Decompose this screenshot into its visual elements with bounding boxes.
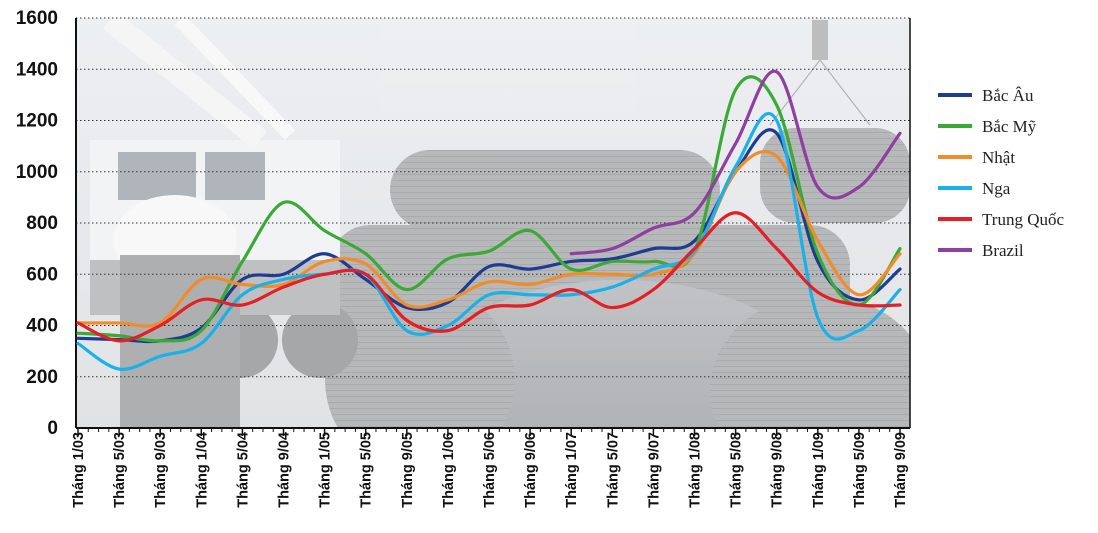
y-tick-label: 600 [26, 264, 58, 285]
y-tick-label: 1200 [16, 111, 58, 132]
x-tick-label: Tháng 1/07 [564, 432, 580, 508]
x-tick-label: Tháng 5/07 [605, 432, 621, 508]
y-tick-label: 400 [26, 316, 58, 337]
legend-label: Nhật [982, 148, 1015, 167]
x-tick-label: Tháng 9/05 [400, 432, 416, 508]
series-line-bac-my [76, 75, 902, 343]
series-line-trung-quoc [76, 211, 902, 343]
x-tick-label: Tháng 1/06 [441, 432, 457, 508]
x-tick-label: Tháng 5/09 [852, 432, 868, 508]
legend-label: Trung Quốc [982, 210, 1064, 229]
y-tick-label: 0 [47, 418, 58, 439]
legend-label: Bắc Âu [982, 86, 1034, 105]
x-tick-label: Tháng 1/04 [194, 432, 210, 508]
x-tick-label: Tháng 5/06 [482, 432, 498, 508]
x-tick-label: Tháng 9/06 [523, 432, 539, 508]
x-tick-label: Tháng 1/08 [688, 432, 704, 508]
x-tick-label: Tháng 1/09 [811, 432, 827, 508]
x-tick-label: Tháng 1/05 [318, 432, 334, 508]
axes [75, 18, 911, 429]
series-line-brazil [569, 69, 902, 256]
legend-label: Bắc Mỹ [982, 117, 1037, 136]
y-tick-label: 1000 [16, 162, 58, 183]
x-tick-label: Tháng 9/03 [153, 432, 169, 508]
x-tick-label: Tháng 9/04 [277, 432, 293, 508]
x-tick-label: Tháng 1/03 [71, 432, 87, 508]
background-photo [76, 18, 910, 428]
x-tick-label: Tháng 9/08 [770, 432, 786, 508]
series-line-nhat [76, 150, 902, 328]
gridlines [76, 17, 910, 378]
legend: Bắc Âu Bắc Mỹ Nhật Nga Trung Quốc Brazil [938, 86, 1064, 260]
legend-label: Nga [982, 179, 1011, 198]
y-tick-label: 200 [26, 367, 58, 388]
x-tick-label: Tháng 9/07 [646, 432, 662, 508]
series-lines [76, 69, 902, 371]
x-tick-label: Tháng 9/09 [893, 432, 909, 508]
x-tick-label: Tháng 5/04 [235, 432, 251, 508]
y-axis-ticks: 0 200 400 600 800 1000 1200 1400 1600 [16, 8, 58, 439]
y-tick-label: 800 [26, 213, 58, 234]
x-tick-label: Tháng 5/08 [729, 432, 745, 508]
x-tick-label: Tháng 5/05 [359, 432, 375, 508]
x-tick-label: Tháng 5/03 [112, 432, 128, 508]
y-tick-label: 1400 [16, 59, 58, 80]
series-line-nga [76, 111, 902, 371]
x-axis-ticks: Tháng 1/03 Tháng 5/03 Tháng 9/03 Tháng 1/04… [71, 428, 909, 508]
legend-label: Brazil [982, 241, 1024, 260]
y-tick-label: 1600 [16, 8, 58, 29]
